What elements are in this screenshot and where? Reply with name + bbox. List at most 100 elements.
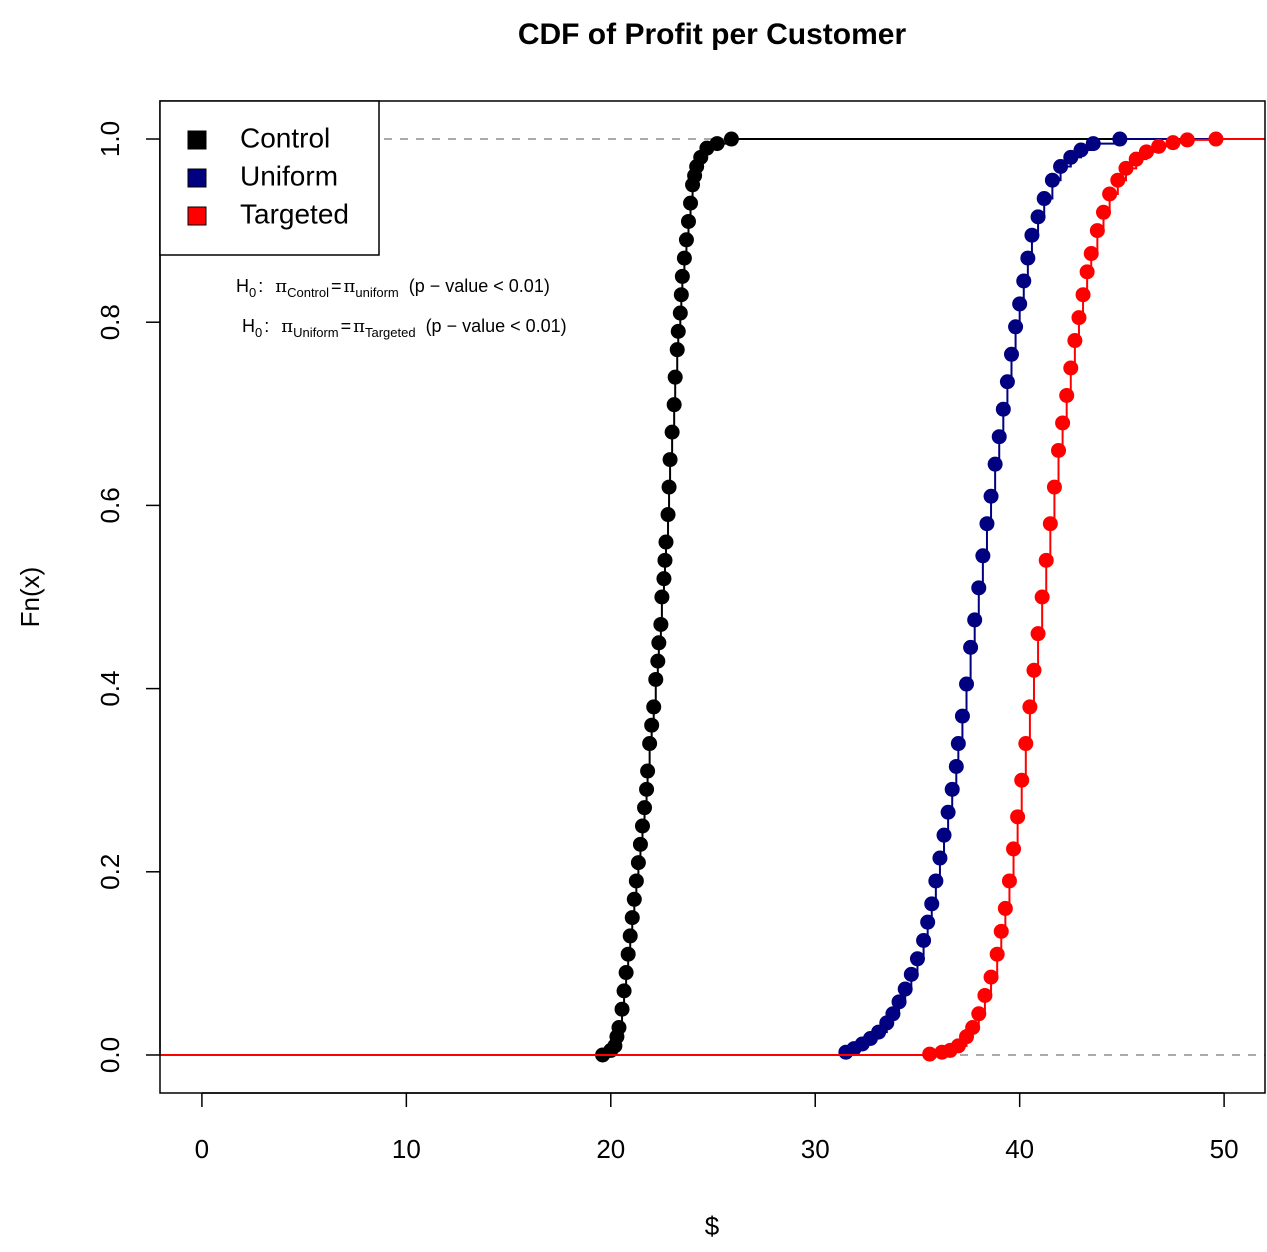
point (656, 571, 672, 587)
point (922, 1046, 938, 1062)
point (1067, 333, 1083, 349)
point (670, 323, 686, 339)
point (1024, 227, 1040, 243)
point (662, 452, 678, 468)
point (971, 580, 987, 596)
point (997, 900, 1013, 916)
point (932, 850, 948, 866)
x-tick-label: 10 (392, 1134, 421, 1164)
x-tick-label: 20 (596, 1134, 625, 1164)
legend-label: Uniform (240, 160, 338, 191)
point (995, 401, 1011, 417)
legend-label: Targeted (240, 198, 349, 229)
point (963, 639, 979, 655)
point (678, 232, 694, 248)
point (1055, 415, 1071, 431)
point (1034, 589, 1050, 605)
h-symbol: H (236, 276, 249, 296)
point (1038, 552, 1054, 568)
separator: : (264, 316, 269, 336)
point (916, 932, 932, 948)
x-tick-label: 50 (1210, 1134, 1239, 1164)
point (667, 369, 683, 385)
legend-swatch (187, 168, 207, 188)
point (999, 374, 1015, 390)
point (940, 804, 956, 820)
point (950, 736, 966, 752)
point (928, 873, 944, 889)
point (885, 1006, 901, 1022)
legend-swatch (187, 206, 207, 226)
point (1030, 626, 1046, 642)
point (1179, 132, 1195, 148)
point (654, 589, 670, 605)
point (611, 1020, 627, 1036)
point (622, 928, 638, 944)
point (1102, 186, 1118, 202)
y-tick-label: 0.0 (95, 1037, 125, 1073)
point (680, 213, 696, 229)
equals: = (331, 276, 342, 296)
point (642, 736, 658, 752)
pi-symbol: π (353, 316, 365, 337)
y-tick-label: 0.8 (95, 304, 125, 340)
point (653, 616, 669, 632)
h-symbol: H (242, 316, 255, 336)
point (660, 507, 676, 523)
point (657, 552, 673, 568)
point (1044, 172, 1060, 188)
point (616, 983, 632, 999)
point (1059, 387, 1075, 403)
equals: = (341, 316, 352, 336)
point (983, 969, 999, 985)
point (991, 429, 1007, 445)
x-tick-label: 40 (1005, 1134, 1034, 1164)
y-tick-label: 0.6 (95, 487, 125, 523)
point (903, 966, 919, 982)
point (632, 836, 648, 852)
point (944, 781, 960, 797)
point (1079, 264, 1095, 280)
point (673, 287, 689, 303)
point (1018, 736, 1034, 752)
point (891, 994, 907, 1010)
point (614, 1001, 630, 1017)
point (664, 424, 680, 440)
point (637, 800, 653, 816)
pi-symbol: π (344, 276, 356, 297)
point (651, 635, 667, 651)
point (1016, 273, 1032, 289)
point (1095, 204, 1111, 220)
pi-symbol: π (275, 276, 287, 297)
point (676, 250, 692, 266)
point (661, 479, 677, 495)
point (948, 758, 964, 774)
point (989, 946, 1005, 962)
point (983, 488, 999, 504)
point (1014, 772, 1030, 788)
point (650, 653, 666, 669)
point (975, 548, 991, 564)
point (709, 136, 725, 152)
y-tick-label: 0.2 (95, 854, 125, 890)
point (1001, 873, 1017, 889)
hypothesis: H0: πControl = πuniform (p − value < 0.01) (236, 276, 550, 300)
point (965, 1020, 981, 1036)
point (954, 708, 970, 724)
point (639, 781, 655, 797)
point (618, 965, 634, 981)
point (634, 818, 650, 834)
point (1053, 158, 1069, 174)
legend-swatch (187, 130, 207, 150)
point (1008, 319, 1024, 335)
point (658, 534, 674, 550)
pi-symbol: π (281, 316, 293, 337)
point (1046, 479, 1062, 495)
point (1006, 841, 1022, 857)
x-tick-label: 0 (195, 1134, 209, 1164)
point (666, 397, 682, 413)
point (1063, 360, 1079, 376)
ecdf-step (160, 138, 1265, 1056)
point (624, 910, 640, 926)
point (672, 305, 688, 321)
